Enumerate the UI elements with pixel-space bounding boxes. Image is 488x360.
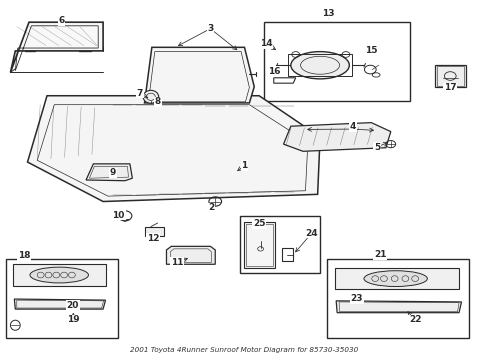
Ellipse shape xyxy=(143,90,158,103)
Text: 8: 8 xyxy=(154,97,161,106)
Text: 16: 16 xyxy=(268,67,281,76)
Text: 25: 25 xyxy=(252,219,265,228)
Polygon shape xyxy=(27,96,320,202)
Ellipse shape xyxy=(290,51,348,79)
Polygon shape xyxy=(10,22,103,72)
Polygon shape xyxy=(334,268,458,289)
Text: 2: 2 xyxy=(208,203,214,212)
Text: 14: 14 xyxy=(260,39,272,48)
Text: 18: 18 xyxy=(18,251,30,260)
Bar xyxy=(239,216,320,273)
Text: 4: 4 xyxy=(349,122,355,131)
Bar xyxy=(245,224,272,266)
Text: 6: 6 xyxy=(59,16,64,25)
Text: 24: 24 xyxy=(305,229,318,238)
Text: 21: 21 xyxy=(373,250,386,259)
Text: 19: 19 xyxy=(67,315,80,324)
Polygon shape xyxy=(13,264,105,286)
Text: 23: 23 xyxy=(350,294,362,303)
Text: 11: 11 xyxy=(171,258,183,267)
Text: 17: 17 xyxy=(443,83,456,92)
Polygon shape xyxy=(14,299,105,309)
Text: 1: 1 xyxy=(241,161,247,170)
Text: 12: 12 xyxy=(146,234,159,243)
Polygon shape xyxy=(434,65,466,87)
Polygon shape xyxy=(166,246,215,264)
Bar xyxy=(327,259,468,338)
Text: 9: 9 xyxy=(109,168,116,177)
Polygon shape xyxy=(144,47,254,103)
Text: 15: 15 xyxy=(364,46,377,55)
Ellipse shape xyxy=(30,267,88,283)
Text: 10: 10 xyxy=(112,211,124,220)
Polygon shape xyxy=(335,301,461,313)
Text: 13: 13 xyxy=(322,9,334,18)
Polygon shape xyxy=(86,164,132,181)
Ellipse shape xyxy=(363,271,427,287)
Text: 5: 5 xyxy=(373,143,380,152)
Text: 3: 3 xyxy=(207,24,213,33)
Text: 2001 Toyota 4Runner Sunroof Motor Diagram for 85730-35030: 2001 Toyota 4Runner Sunroof Motor Diagra… xyxy=(130,347,358,353)
Text: 20: 20 xyxy=(66,301,79,310)
Bar xyxy=(5,259,118,338)
Bar xyxy=(243,222,275,268)
Polygon shape xyxy=(283,123,390,151)
Bar xyxy=(264,22,409,101)
Text: 7: 7 xyxy=(136,89,142,98)
Polygon shape xyxy=(144,226,163,235)
Text: 22: 22 xyxy=(408,315,421,324)
